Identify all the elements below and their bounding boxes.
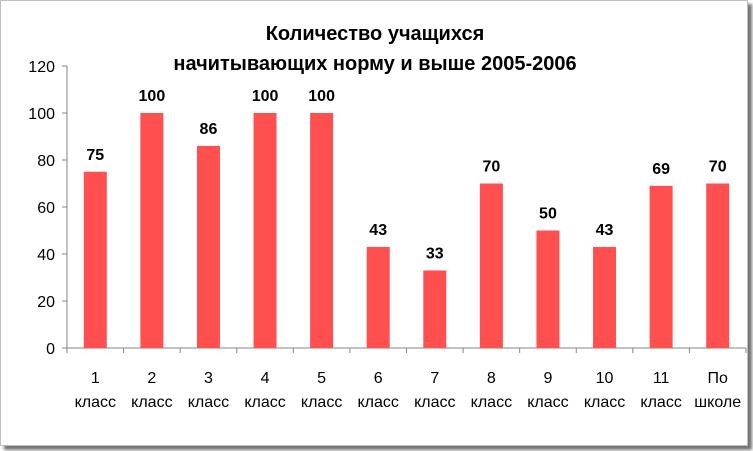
- bar: [593, 246, 617, 348]
- y-tick-label: 80: [37, 153, 55, 170]
- x-tick-label-line-2: класс: [301, 394, 342, 411]
- data-label: 69: [652, 161, 670, 178]
- bar: [310, 113, 334, 348]
- x-tick-label: 7: [430, 370, 439, 387]
- y-tick-label: 20: [37, 294, 55, 311]
- x-tick-label: 1: [91, 370, 100, 387]
- x-tick-label-line-2: класс: [527, 394, 568, 411]
- x-tick-label: 11: [653, 370, 670, 387]
- data-label: 100: [308, 88, 335, 105]
- x-tick-label: 9: [544, 370, 553, 387]
- data-label: 43: [596, 222, 614, 239]
- x-tick-label: 6: [374, 370, 383, 387]
- y-tick-label: 60: [37, 200, 55, 217]
- x-tick-label-line-2: класс: [640, 394, 681, 411]
- data-label: 43: [369, 222, 387, 239]
- x-tick-label: 8: [487, 370, 496, 387]
- data-label: 70: [709, 159, 727, 176]
- chart-title-line-2: начитывающих норму и выше 2005-2006: [173, 53, 577, 75]
- x-tick-label: 4: [261, 370, 270, 387]
- y-tick-label: 120: [28, 59, 55, 76]
- bar: [536, 230, 560, 348]
- data-label: 70: [482, 159, 500, 176]
- bar: [366, 246, 390, 348]
- x-tick-label-line-2: класс: [414, 394, 455, 411]
- x-tick-label-line-2: класс: [244, 394, 285, 411]
- x-tick-label-line-2: класс: [357, 394, 398, 411]
- chart-title-line-1: Количество учащихся: [265, 23, 485, 45]
- bar: [706, 183, 730, 348]
- bar: [196, 145, 220, 348]
- bar: [140, 113, 164, 348]
- data-label: 86: [200, 121, 218, 138]
- x-tick-label: 5: [317, 370, 326, 387]
- data-label: 75: [86, 147, 104, 164]
- x-tick-label-line-2: класс: [131, 394, 172, 411]
- bar: [83, 171, 107, 348]
- data-label: 100: [139, 88, 166, 105]
- chart-title: Количество учащихся начитывающих норму и…: [1, 19, 749, 79]
- x-tick-label-line-2: школе: [694, 394, 741, 411]
- bar: [423, 270, 447, 348]
- x-tick-label: 10: [596, 370, 614, 387]
- x-tick-label-line-2: класс: [471, 394, 512, 411]
- y-tick-label: 0: [46, 341, 55, 358]
- x-tick-label-line-2: класс: [584, 394, 625, 411]
- x-tick-label-line-2: класс: [75, 394, 116, 411]
- x-tick-label: 2: [147, 370, 156, 387]
- x-tick-label: По: [708, 370, 729, 387]
- y-tick-label: 100: [28, 106, 55, 123]
- bar: [479, 183, 503, 348]
- x-tick-label: 3: [204, 370, 213, 387]
- bar: [649, 185, 673, 348]
- bar: [253, 113, 277, 348]
- data-label: 33: [426, 245, 444, 262]
- x-tick-label-line-2: класс: [188, 394, 229, 411]
- data-label: 100: [252, 88, 279, 105]
- data-label: 50: [539, 206, 557, 223]
- y-tick-label: 40: [37, 247, 55, 264]
